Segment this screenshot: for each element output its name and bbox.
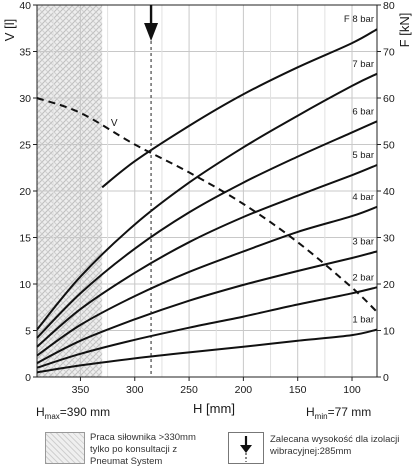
axis-ticks: 0 5 10 15 20 25 30 35 40 0 10 20 30 40 50 60 70 80 350 300 2… bbox=[19, 0, 395, 396]
y-left-tick-label: 20 bbox=[19, 186, 31, 198]
force-curve bbox=[36, 250, 378, 364]
arrow-legend-box bbox=[228, 432, 264, 464]
y-left-tick-label: 0 bbox=[25, 372, 31, 384]
y-left-axis-label: V [l] bbox=[2, 19, 17, 41]
arrow-legend-line-1: Zalecana wysokość dla izolacji bbox=[270, 434, 400, 445]
force-curve bbox=[36, 328, 378, 374]
y-left-tick-label: 15 bbox=[19, 233, 31, 245]
x-axis-label: H [mm] bbox=[193, 401, 235, 416]
force-curve bbox=[36, 72, 378, 331]
force-curve-label: 7 bar bbox=[352, 59, 374, 70]
y-right-tick-label: 60 bbox=[383, 93, 395, 105]
hatch-legend-swatch bbox=[45, 432, 85, 464]
down-arrow-icon bbox=[240, 436, 252, 462]
hatch-legend-line-1: Praca siłownika >330mm bbox=[90, 432, 196, 443]
x-tick-label: 300 bbox=[126, 384, 144, 396]
y-right-tick-label: 10 bbox=[383, 326, 395, 338]
y-right-tick-label: 50 bbox=[383, 140, 395, 152]
y-left-tick-label: 30 bbox=[19, 93, 31, 105]
force-curve bbox=[36, 205, 378, 357]
arrow-legend-text: Zalecana wysokość dla izolacji wibracyjn… bbox=[270, 434, 399, 458]
y-right-tick-label: 70 bbox=[383, 47, 395, 59]
y-left-tick-label: 10 bbox=[19, 279, 31, 291]
force-curve-label: 4 bar bbox=[352, 192, 374, 203]
force-curve-label: 6 bar bbox=[352, 106, 374, 117]
force-curves: 1 bar 2 bar 3 bar 4 bar 5 bar 6 bar 7 bar F 8 b… bbox=[36, 14, 378, 374]
arrow-legend-line-2: wibracyjnej:285mm bbox=[270, 446, 352, 457]
force-curve-label: F 8 bar bbox=[344, 14, 374, 25]
axis-labels: V [l] F [kN] H [mm] Hmax=390 mm Hmin=77 … bbox=[2, 13, 412, 421]
y-right-tick-label: 80 bbox=[383, 0, 395, 12]
y-right-tick-label: 30 bbox=[383, 233, 395, 245]
hatch-legend-text: Praca siłownika >330mm tylko po konsulta… bbox=[90, 432, 196, 468]
y-right-tick-label: 40 bbox=[383, 186, 395, 198]
force-curve bbox=[36, 120, 378, 339]
volume-curve-label: V bbox=[111, 118, 118, 129]
hmin-label: Hmin=77 mm bbox=[306, 405, 371, 421]
force-curve-label: 5 bar bbox=[352, 150, 374, 161]
y-right-tick-label: 0 bbox=[383, 372, 389, 384]
x-tick-label: 350 bbox=[72, 384, 90, 396]
x-tick-label: 100 bbox=[343, 384, 361, 396]
force-curve-label: 3 bar bbox=[352, 236, 374, 247]
y-left-tick-label: 40 bbox=[19, 0, 31, 12]
volume-curve-line bbox=[36, 97, 378, 313]
y-right-axis-label: F [kN] bbox=[397, 13, 412, 48]
y-left-tick-label: 5 bbox=[25, 326, 31, 338]
force-curve-label: 2 bar bbox=[352, 272, 374, 283]
y-left-tick-label: 35 bbox=[19, 47, 31, 59]
hatch-legend-line-2: tylko po konsultacji z bbox=[90, 444, 178, 455]
recommended-height-marker bbox=[144, 5, 159, 377]
x-tick-label: 250 bbox=[180, 384, 198, 396]
grid bbox=[37, 5, 377, 377]
force-curve bbox=[101, 28, 378, 189]
force-curve bbox=[36, 286, 378, 369]
y-left-tick-label: 25 bbox=[19, 140, 31, 152]
marker-arrow-head bbox=[144, 23, 159, 41]
x-tick-label: 150 bbox=[289, 384, 307, 396]
force-curve bbox=[36, 164, 378, 348]
hmax-label: Hmax=390 mm bbox=[36, 405, 110, 421]
hatch-legend-line-3: Pneumat System bbox=[90, 456, 163, 467]
chart-svg: 1 bar 2 bar 3 bar 4 bar 5 bar 6 bar 7 bar F 8 b… bbox=[2, 0, 412, 421]
volume-curve: V bbox=[36, 97, 378, 313]
x-tick-label: 200 bbox=[235, 384, 253, 396]
force-curve-label: 1 bar bbox=[352, 315, 374, 326]
y-right-tick-label: 20 bbox=[383, 279, 395, 291]
